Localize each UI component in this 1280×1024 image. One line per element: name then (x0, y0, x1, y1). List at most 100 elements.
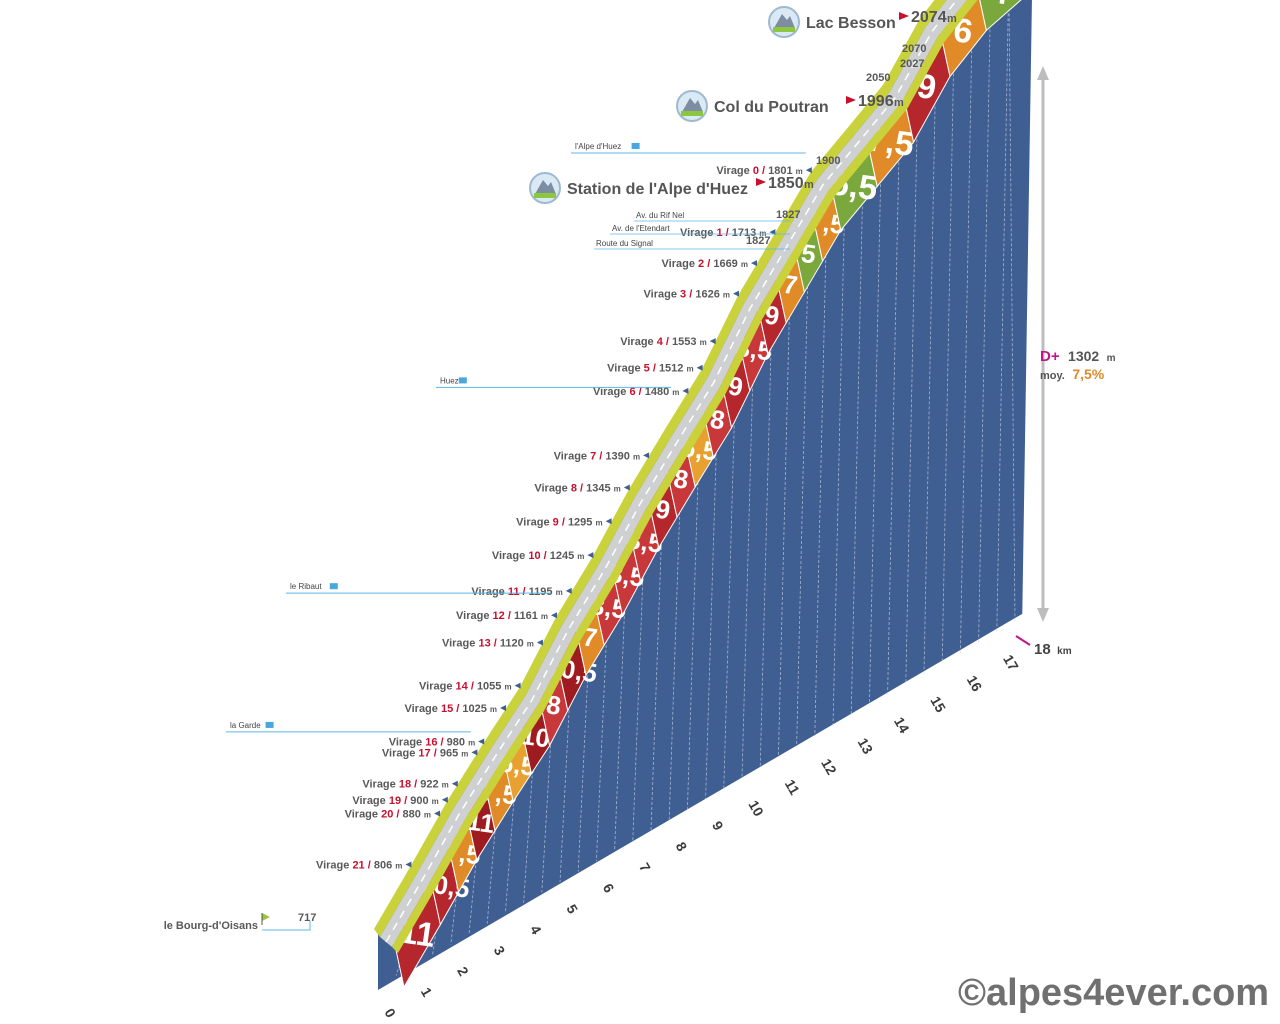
km-gridline (741, 333, 755, 779)
km-gridline (650, 497, 664, 831)
km-gridline (978, 0, 991, 643)
virage-word: Virage (316, 860, 353, 872)
street-altitude: 1827 (746, 235, 770, 247)
summit-altitude: 1850 (768, 175, 804, 192)
km-tick-label: 6 (600, 881, 618, 896)
virage-word: Virage (442, 637, 479, 649)
avg-label: moy. (1040, 370, 1065, 382)
virage-word: Virage (345, 809, 382, 821)
virage-unit: m (504, 683, 511, 692)
virage-word: Virage (593, 386, 630, 398)
km-gridline (668, 466, 682, 820)
summit-name: Lac Besson (806, 15, 896, 32)
arrow-head-top (1037, 66, 1049, 80)
virage-arrow (536, 639, 543, 646)
virage-alt: 900 (410, 795, 431, 807)
virage-number: 18 / (399, 779, 420, 791)
village-icon (458, 377, 467, 384)
virage-arrow (709, 338, 716, 345)
virage-number: 7 / (590, 450, 605, 462)
virage-alt: 1553 (672, 336, 700, 348)
km-tick-label: 15 (927, 694, 949, 716)
virage-unit: m (395, 862, 402, 871)
spot-altitude: 1900 (816, 155, 840, 167)
km-tick-label: 17 (1000, 652, 1022, 674)
distance-marker (1015, 635, 1031, 646)
km-gridline (869, 144, 882, 706)
virage-word: Virage (716, 165, 753, 177)
virage-label: Virage 18 / 922 m (362, 779, 448, 791)
virage-number: 15 / (441, 703, 462, 715)
summit-altitude: 2074 (911, 9, 947, 26)
km-gridline (541, 690, 555, 893)
km-tick-label: 10 (745, 798, 767, 820)
summit-flag-icon (846, 96, 856, 104)
km-gridline (705, 407, 718, 799)
virage-label: Virage 9 / 1295 m (516, 516, 602, 528)
virage-number: 9 / (553, 516, 568, 528)
virage-word: Virage (456, 610, 493, 622)
virage-label: Virage 20 / 880 m (345, 809, 431, 821)
km-gridline (941, 33, 955, 664)
start-flag-icon (262, 913, 270, 921)
km-tick-label: 4 (527, 922, 545, 937)
virage-number: 20 / (381, 809, 402, 821)
spot-altitude: 2070 (902, 43, 926, 55)
virage-label: Virage 21 / 806 m (316, 860, 402, 872)
virage-arrow (551, 612, 557, 619)
km-tick-label: 11 (782, 777, 803, 798)
virage-arrow (643, 452, 650, 459)
virage-alt: 1245 (550, 550, 578, 562)
mountain-peak-icon (774, 14, 795, 28)
km-gridline (796, 241, 809, 747)
virage-label: Virage 19 / 900 m (352, 795, 438, 807)
virage-label: Virage 7 / 1390 m (554, 450, 640, 462)
virage-alt: 880 (403, 809, 424, 821)
virage-word: Virage (534, 482, 571, 494)
virage-unit: m (759, 229, 766, 238)
virage-arrow (682, 387, 689, 394)
virage-alt: 1669 (713, 258, 741, 270)
virage-alt: 1345 (586, 482, 614, 494)
virage-unit: m (741, 260, 748, 269)
km-gridline (923, 56, 937, 675)
km-tick-label: 1 (418, 985, 436, 1000)
virage-arrow (434, 810, 441, 817)
virage-word: Virage (419, 681, 456, 693)
virage-word: Virage (644, 289, 681, 301)
virage-alt: 980 (447, 737, 468, 749)
km-gridline (759, 302, 773, 768)
elevation-gain-value: 1302 (1068, 348, 1099, 364)
virage-number: 4 / (657, 336, 672, 348)
mountain-peak-icon (682, 98, 703, 112)
virage-number: 1 / (716, 227, 731, 239)
km-gridline (632, 527, 646, 841)
mountain-grass-icon (773, 27, 795, 32)
virage-unit: m (700, 338, 707, 347)
village-label: la Garde (230, 721, 261, 730)
km-tick-label: 2 (454, 964, 472, 979)
virage-unit: m (442, 781, 449, 790)
virage-unit: m (686, 365, 693, 374)
virage-label: Virage 16 / 980 m (389, 737, 475, 749)
virage-number: 19 / (389, 795, 410, 807)
virage-alt: 1025 (462, 703, 490, 715)
road-edge-outer (374, 0, 947, 937)
virage-word: Virage (492, 550, 529, 562)
virage-alt: 1801 (768, 165, 796, 177)
virage-alt: 1161 (514, 610, 541, 622)
summit-unit: m (947, 13, 957, 25)
virage-word: Virage (516, 516, 553, 528)
elevation-gain-unit: m (1107, 353, 1116, 364)
village-icon (631, 142, 640, 149)
km-gridline (960, 10, 973, 654)
road-centerline (385, 0, 958, 943)
virage-number: 12 / (493, 610, 514, 622)
virage-unit: m (527, 639, 534, 648)
virage-unit: m (461, 749, 468, 758)
virage-label: Virage 8 / 1345 m (534, 482, 620, 494)
virage-word: Virage (607, 363, 644, 375)
virage-label: Virage 14 / 1055 m (419, 681, 512, 693)
virage-arrow (750, 260, 757, 267)
